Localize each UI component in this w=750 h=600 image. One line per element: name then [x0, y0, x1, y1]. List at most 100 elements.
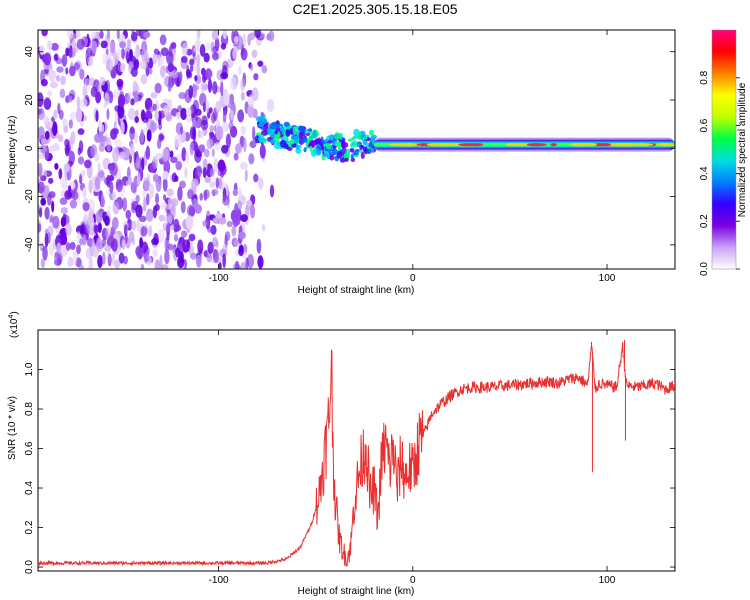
spectrogram-noise-blob — [58, 168, 63, 180]
spectrogram-noise-blob — [43, 52, 52, 66]
spectrogram-carrier-peak — [570, 143, 592, 147]
spectrogram-transition-blob — [336, 150, 343, 159]
spectrogram-noise-blob — [179, 180, 186, 189]
spectrogram-noise-blob — [140, 226, 148, 237]
spectrogram-noise-blob — [133, 48, 141, 59]
snr-multiplier: (x104) — [8, 311, 20, 338]
spectrogram-noise-blob — [170, 42, 177, 49]
spectrogram-noise-blob — [214, 141, 221, 151]
spectrogram-noise-blob — [254, 30, 261, 39]
spectrogram-noise-blob — [48, 191, 56, 199]
spectrogram-noise-blob — [177, 186, 183, 201]
spectrogram-noise-blob — [164, 215, 169, 225]
spectrogram-noise-blob — [202, 220, 208, 227]
spectrogram-noise-blob — [168, 46, 173, 57]
spectrogram-noise-blob — [199, 44, 206, 57]
spectrogram-noise-blob — [65, 223, 72, 236]
svg-text:(x104): (x104) — [8, 311, 20, 338]
spectrogram-noise-blob — [136, 219, 141, 232]
spectrogram-noise-blob — [140, 74, 148, 85]
spectrogram-noise-blob — [82, 187, 87, 198]
spectrogram-noise-blob — [206, 138, 214, 150]
spectrogram-transition-blob — [325, 143, 332, 150]
spectrogram-transition-blob — [315, 149, 322, 156]
spectrogram-noise-blob — [222, 110, 227, 124]
spectrogram-transition-blob — [303, 147, 307, 153]
spectrogram-noise-blob — [106, 108, 110, 120]
spectrogram-transition-blob — [258, 122, 264, 128]
spectrogram-noise-blob — [244, 169, 248, 182]
spectrogram-noise-blob — [174, 175, 179, 182]
spectrogram-y-tick-label: 20 — [24, 94, 35, 106]
spectrogram-noise-blob — [118, 252, 125, 264]
spectrogram-noise-blob — [127, 176, 133, 186]
spectrogram-noise-blob — [257, 60, 264, 67]
spectrogram-noise-blob — [146, 129, 152, 142]
spectrogram-carrier-peak — [426, 143, 443, 147]
spectrogram-transition-blob — [304, 129, 308, 135]
spectrogram-noise-blob — [163, 104, 171, 116]
spectrogram-noise-blob — [63, 125, 69, 134]
spectrogram-noise-blob — [135, 245, 144, 260]
spectrogram-noise-blob — [48, 243, 55, 257]
spectrogram-noise-blob — [222, 195, 230, 206]
spectrogram-noise-blob — [130, 31, 138, 42]
spectrogram-noise-blob — [189, 64, 194, 72]
spectrogram-noise-blob — [98, 143, 106, 152]
spectrogram-noise-blob — [164, 249, 170, 265]
spectrogram-noise-blob — [40, 144, 48, 154]
spectrogram-noise-blob — [76, 96, 80, 110]
spectrogram-transition-blob — [310, 149, 317, 157]
spectrogram-noise-blob — [109, 41, 116, 57]
spectrogram-noise-blob — [205, 215, 211, 230]
spectrogram-noise-blob — [194, 149, 202, 164]
spectrogram-noise-blob — [215, 100, 222, 113]
spectrogram-noise-blob — [259, 144, 266, 159]
spectrogram-noise-blob — [160, 65, 166, 78]
spectrogram-noise-blob — [88, 198, 95, 214]
spectrogram-noise-blob — [166, 114, 171, 121]
spectrogram-transition-blob — [368, 142, 373, 148]
spectrogram-noise-blob — [148, 105, 155, 112]
spectrogram-noise-blob — [43, 114, 49, 127]
spectrogram-noise-blob — [167, 62, 175, 73]
spectrogram-noise-blob — [257, 177, 264, 190]
spectrogram-noise-blob — [70, 131, 76, 145]
spectrogram-noise-blob — [91, 31, 98, 39]
spectrogram-noise-blob — [118, 151, 126, 159]
spectrogram-noise-blob — [173, 233, 179, 242]
spectrogram-noise-blob — [211, 188, 219, 196]
spectrogram-noise-blob — [104, 177, 110, 186]
spectrogram-noise-blob — [189, 141, 194, 156]
spectrogram-noise-blob — [120, 48, 125, 60]
spectrogram-noise-blob — [100, 40, 108, 49]
spectrogram-noise-blob — [134, 59, 140, 70]
spectrogram-noise-blob — [132, 80, 138, 94]
colorbar: 0.0 0.2 0.4 0.6 0.8 Normalized spectral ampl… — [699, 29, 748, 276]
spectrogram-noise-blob — [44, 232, 49, 248]
spectrogram-noise-blob — [50, 42, 59, 51]
spectrogram-noise-blob — [135, 194, 140, 204]
spectrogram-carrier-peak — [507, 143, 515, 147]
spectrogram-noise-blob — [239, 162, 248, 170]
snr-line — [38, 341, 675, 567]
spectrogram-noise-blob — [240, 78, 245, 91]
spectrogram-carrier-peak — [388, 143, 417, 147]
spectrogram-noise-blob — [150, 161, 157, 174]
colorbar-label: Normalized spectral amplitude — [737, 82, 748, 217]
spectrogram-noise-blob — [154, 203, 160, 212]
spectrogram-noise-blob — [269, 184, 275, 198]
spectrogram-transition-blob — [295, 145, 300, 150]
spectrogram-noise-blob — [49, 214, 54, 223]
spectrogram-noise-blob — [127, 91, 132, 102]
spectrogram-noise-blob — [40, 138, 49, 145]
spectrogram-transition-blob — [294, 137, 299, 144]
spectrogram-transition-blob — [269, 122, 276, 130]
spectrogram-noise-blob — [69, 199, 78, 209]
spectrogram-noise-blob — [170, 156, 178, 164]
spectrogram-noise-blob — [202, 167, 207, 179]
spectrogram-transition-blob — [344, 157, 349, 162]
colorbar-tick-label: 0.0 — [699, 262, 710, 276]
spectrogram-noise-blob — [97, 222, 102, 234]
spectrogram-noise-blob — [175, 161, 183, 171]
